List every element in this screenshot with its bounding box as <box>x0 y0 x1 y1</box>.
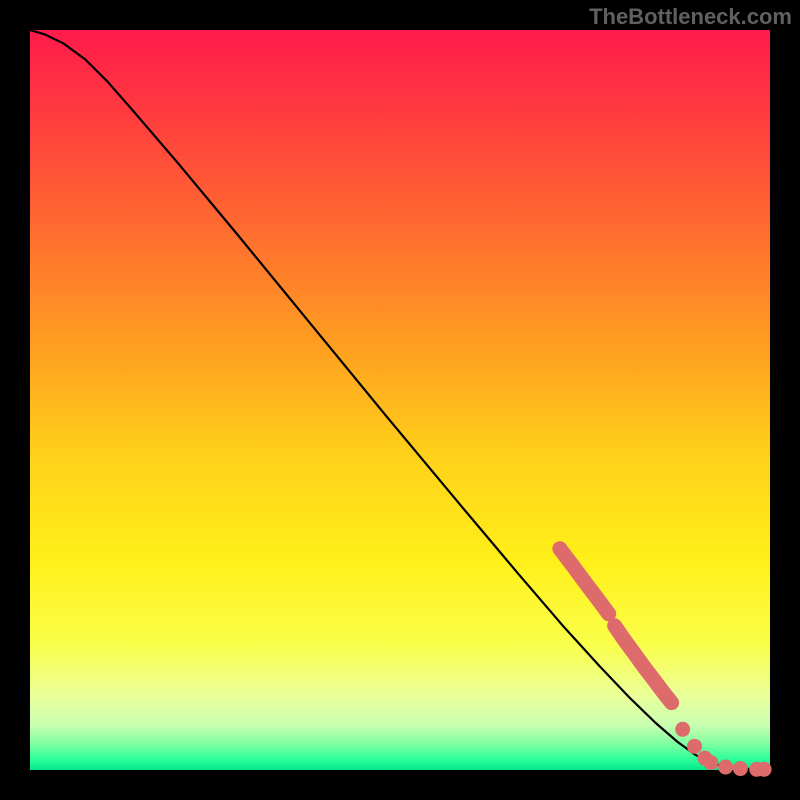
scatter-point <box>718 760 733 775</box>
plot-area <box>30 30 770 770</box>
scatter-point <box>703 755 718 770</box>
scatter-point <box>675 722 690 737</box>
scatter-point <box>733 761 748 776</box>
gradient-background <box>30 30 770 770</box>
watermark-text: TheBottleneck.com <box>589 4 792 30</box>
scatter-point <box>687 739 702 754</box>
chart-svg <box>30 30 770 770</box>
scatter-point <box>757 762 772 777</box>
